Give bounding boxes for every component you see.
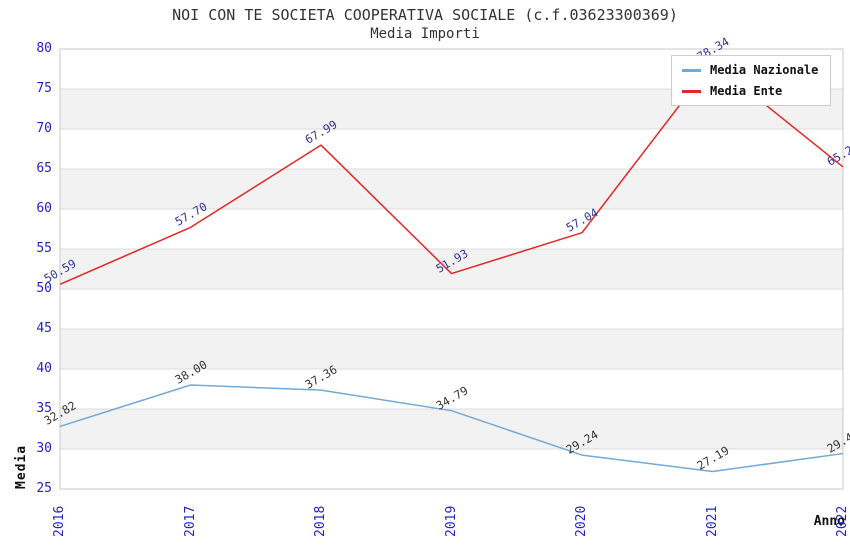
- x-tick-label: 2021: [704, 505, 720, 537]
- legend-item-media-nazionale: Media Nazionale: [682, 63, 818, 77]
- x-tick-label: 2018: [313, 505, 328, 537]
- y-tick-label: 70: [36, 121, 52, 136]
- plot-border: [59, 48, 844, 490]
- y-tick-label: 40: [36, 361, 52, 376]
- series-line-media-nazionale: [59, 384, 844, 473]
- legend-swatch-media-ente: [682, 89, 701, 93]
- y-tick-label: 50: [36, 281, 52, 296]
- y-tick-label: 80: [36, 41, 52, 56]
- legend-swatch-media-nazionale: [682, 68, 701, 72]
- x-axis-title: Anno: [813, 514, 845, 529]
- chart-subtitle: Media Importi: [370, 26, 480, 42]
- legend-label: Media Nazionale: [710, 63, 819, 77]
- y-tick-label: 65: [36, 161, 52, 176]
- grid-band: [60, 169, 843, 209]
- legend-item-media-ente: Media Ente: [682, 84, 818, 98]
- y-tick-label: 60: [36, 201, 52, 216]
- grid-band: [60, 249, 843, 289]
- x-tick-label: 2017: [182, 505, 198, 537]
- y-tick-label: 25: [36, 481, 52, 496]
- x-tick-label: 2022: [835, 505, 850, 537]
- legend-label: Media Ente: [710, 84, 783, 98]
- legend: Media Nazionale Media Ente: [671, 55, 832, 106]
- y-tick-label: 45: [36, 321, 52, 336]
- chart-title: NOI CON TE SOCIETA COOPERATIVA SOCIALE (…: [172, 6, 678, 24]
- y-tick-label: 35: [36, 401, 52, 416]
- y-tick-label: 75: [36, 81, 52, 96]
- grid-band: [60, 409, 843, 449]
- x-tick-label: 2019: [443, 505, 459, 537]
- grid-band: [60, 329, 843, 369]
- x-tick-label: 2020: [574, 505, 589, 537]
- x-tick-label: 2016: [52, 505, 67, 537]
- y-tick-label: 55: [36, 241, 52, 256]
- y-tick-label: 30: [36, 441, 52, 456]
